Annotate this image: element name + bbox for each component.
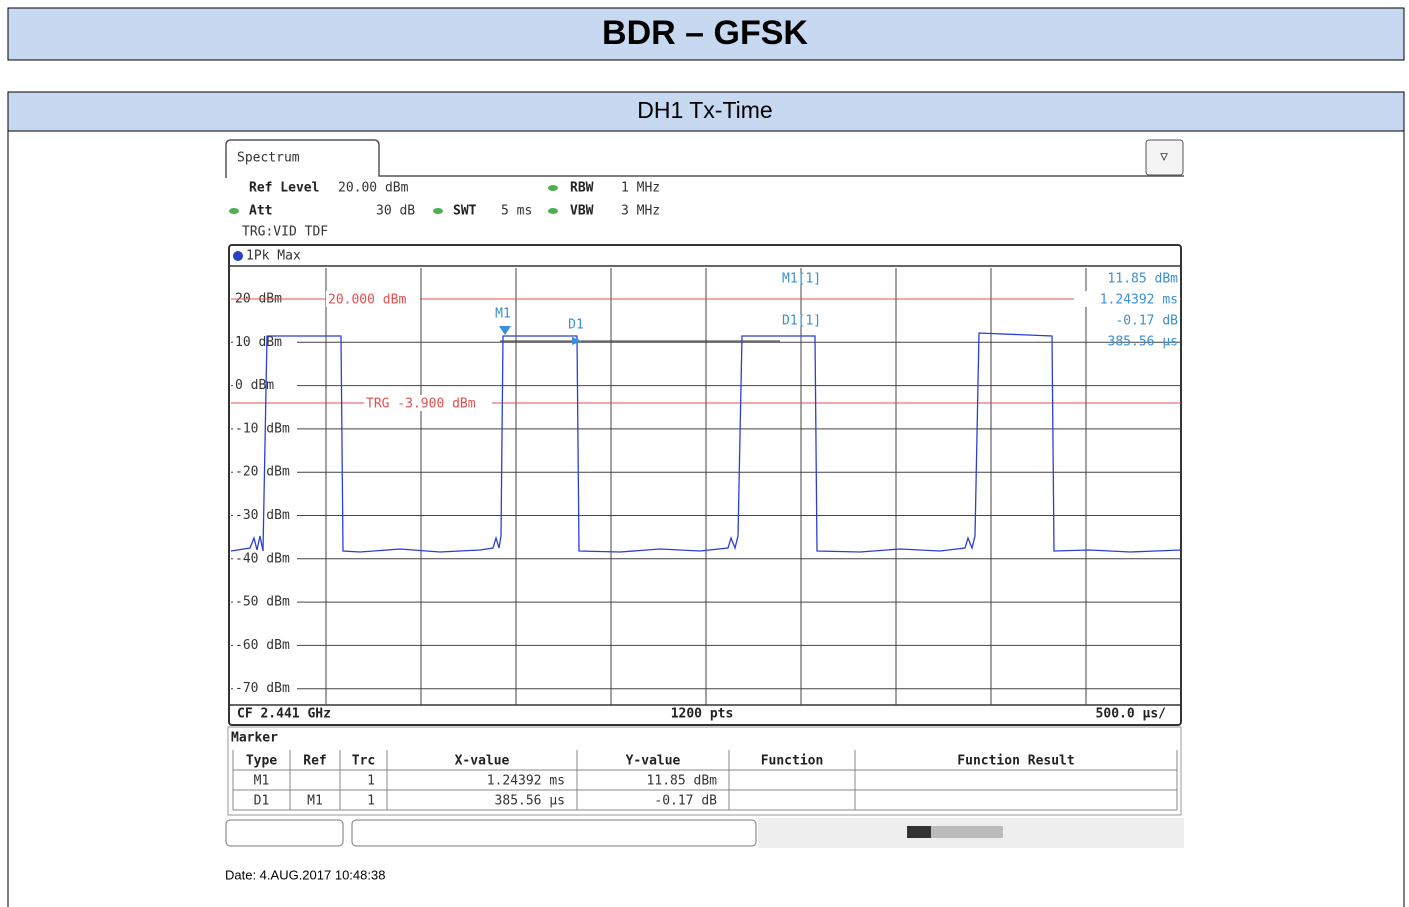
table-cell: 1 (367, 794, 375, 809)
setting-value: 30 dB (376, 204, 415, 219)
column-header: Function (761, 754, 824, 769)
status-box (351, 819, 757, 847)
y-label: -70 dBm (235, 681, 290, 696)
marker-label: D1 (568, 318, 584, 333)
date: Date: 4.AUG.2017 10:48:38 (225, 867, 385, 882)
column-header: X-value (455, 754, 510, 769)
ref-line-label: 20.000 dBm (328, 293, 406, 308)
y-label: -30 dBm (235, 508, 290, 523)
marker-label: M1 (495, 307, 511, 322)
marker-info: 385.56 µs (1108, 335, 1178, 350)
setting-label: SWT (453, 204, 477, 219)
y-label: 0 dBm (235, 378, 274, 393)
setting-value: 1 MHz (621, 181, 660, 196)
marker-info: D1[1] (782, 314, 821, 329)
table-cell: -0.17 dB (654, 794, 717, 809)
label-bg (233, 595, 297, 610)
marker-table: Type Ref Trc X-value Y-value Function Function… (232, 750, 1178, 811)
column-header: Function Result (957, 754, 1074, 769)
marker-info: 1.24392 ms (1100, 293, 1178, 308)
trigger-setting: TRG:VID TDF (242, 225, 328, 240)
label-bg (233, 551, 297, 566)
footer-points: 1200 pts (671, 707, 734, 722)
menu-icon-glyph: ▽ (1160, 150, 1168, 165)
setting-value: 3 MHz (621, 204, 660, 219)
trace-label: 1Pk Max (246, 249, 301, 264)
setting-label: Att (249, 204, 272, 219)
indicator (433, 208, 443, 214)
column-header: Trc (352, 754, 375, 769)
column-header: Y-value (626, 754, 681, 769)
section-title: DH1 Tx-Time (637, 97, 772, 123)
y-label: 10 dBm (235, 335, 282, 350)
trace-indicator (233, 251, 243, 261)
progress-fill (907, 826, 931, 838)
plot-window (228, 244, 1182, 726)
indicator (548, 208, 558, 214)
setting-label: Ref Level (249, 181, 319, 196)
y-label: -50 dBm (235, 595, 290, 610)
table-cell: 1 (367, 774, 375, 789)
setting-value: 5 ms (501, 204, 532, 219)
marker-table-title: Marker (231, 731, 278, 746)
footer-span: 500.0 µs/ (1096, 707, 1167, 722)
setting-label: RBW (570, 181, 594, 196)
indicator (548, 185, 558, 191)
table-cell: M1 (254, 774, 270, 789)
setting-value: 20.00 dBm (338, 181, 409, 196)
tab-label: Spectrum (237, 151, 300, 166)
setting-label: VBW (570, 204, 594, 219)
marker-d1 (572, 337, 582, 345)
tab-outline (225, 139, 1184, 178)
marker-info: M1[1] (782, 272, 821, 287)
table-cell: 11.85 dBm (647, 774, 718, 789)
y-label: -20 dBm (235, 465, 290, 480)
header-title: BDR – GFSK (602, 14, 808, 52)
header-box (7, 7, 1405, 61)
label-bg (233, 638, 297, 653)
y-label: -40 dBm (235, 551, 290, 566)
table-cell: M1 (307, 794, 323, 809)
marker-info: -0.17 dB (1115, 314, 1178, 329)
table-cell: D1 (254, 794, 270, 809)
table-cell: 385.56 µs (495, 794, 565, 809)
section-header (7, 91, 1405, 132)
y-label: -10 dBm (235, 421, 290, 436)
y-label: -60 dBm (235, 638, 290, 653)
column-header: Type (246, 754, 277, 769)
label-bg (233, 335, 297, 350)
column-header: Ref (303, 754, 326, 769)
label-bg (1074, 291, 1180, 307)
trace (230, 332, 1182, 553)
marker-m1 (499, 326, 511, 335)
status-box (225, 819, 344, 847)
menu-icon[interactable] (1145, 139, 1184, 176)
footer-cf: CF 2.441 GHz (237, 707, 331, 722)
label-bg (233, 378, 297, 393)
label-bg (233, 508, 297, 523)
label-bg (364, 395, 492, 411)
marker-info: 11.85 dBm (1108, 272, 1179, 287)
trigger-line-label: TRG -3.900 dBm (366, 397, 476, 412)
label-bg (233, 681, 297, 696)
label-bg (326, 291, 420, 307)
table-cell: 1.24392 ms (487, 774, 565, 789)
indicator (229, 208, 239, 214)
